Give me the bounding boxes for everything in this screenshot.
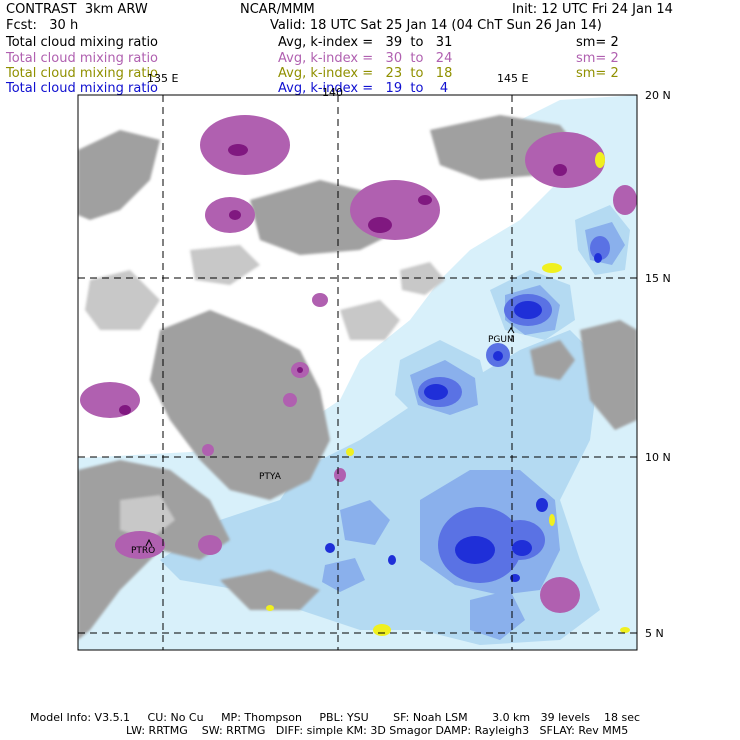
station-label-ptro: PTRO <box>131 546 155 556</box>
lat-label-10: 10 N <box>645 451 671 464</box>
forecast-hour: Fcst: 30 h <box>6 18 79 33</box>
dark-magenta-cores <box>119 144 567 415</box>
lat-lon-grid <box>78 95 637 650</box>
legend-sm-3: sm= 2 <box>576 66 619 81</box>
lon-label-145: 145 E <box>497 72 528 85</box>
legend-sm-2: sm= 2 <box>576 51 619 66</box>
valid-time: Valid: 18 UTC Sat 25 Jan 14 (04 ChT Sun … <box>270 18 602 33</box>
lon-label-135: 135 E <box>147 72 178 85</box>
legend-range-1: Avg, k-index = 39 to 31 <box>278 35 453 50</box>
legend-name-4: Total cloud mixing ratio <box>6 81 159 96</box>
init-time: Init: 12 UTC Fri 24 Jan 14 <box>512 2 673 17</box>
legend-sm-1: sm= 2 <box>576 35 619 50</box>
model-info-line-1: Model Info: V3.5.1 CU: No Cu MP: Thompso… <box>30 711 641 724</box>
model-title: CONTRAST 3km ARW <box>6 2 148 17</box>
legend-name-3: Total cloud mixing ratio <box>6 66 159 81</box>
model-info-line-2: LW: RRTMG SW: RRTMG DIFF: simple KM: 3D … <box>126 724 629 737</box>
lat-label-5: 5 N <box>645 627 664 640</box>
deep-blue-cloud-cores <box>325 253 602 582</box>
station-label-pgum: PGUM <box>488 335 515 345</box>
legend-range-2: Avg, k-index = 30 to 24 <box>278 51 453 66</box>
organization-label: NCAR/MMM <box>240 2 315 17</box>
legend-range-4: Avg, k-index = 19 to 4 <box>278 81 449 96</box>
station-label-ptya: PTYA <box>259 472 282 482</box>
legend-name-1: Total cloud mixing ratio <box>6 35 159 50</box>
lon-label-140: 140 <box>322 86 343 99</box>
station-ptro: PTRO <box>131 538 155 556</box>
blue-cloud-cores <box>418 236 610 583</box>
station-pgum: PGUM <box>488 327 515 345</box>
light-gray-cloud-bands <box>85 245 445 540</box>
lat-label-15: 15 N <box>645 272 671 285</box>
lat-label-20: 20 N <box>645 89 671 102</box>
yellow-cloud-patches <box>266 152 630 636</box>
map-frame <box>77 94 638 651</box>
legend-name-2: Total cloud mixing ratio <box>6 51 159 66</box>
legend-range-3: Avg, k-index = 23 to 18 <box>278 66 453 81</box>
station-ptya: PTYA <box>259 472 282 482</box>
